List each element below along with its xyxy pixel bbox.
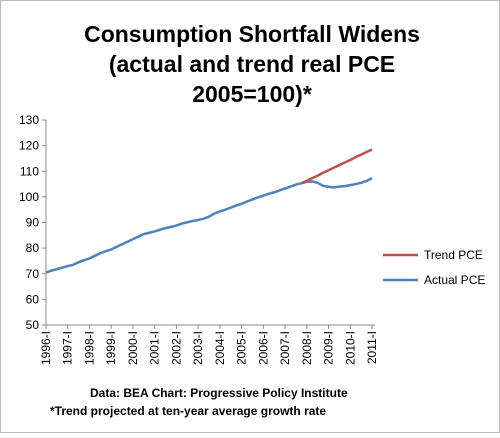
x-tick-label: 2008-I: [300, 331, 314, 365]
x-tick-label: 2010-I: [343, 331, 357, 365]
x-tick-label: 2011-I: [365, 331, 379, 364]
y-tick-label: 60: [26, 292, 40, 306]
legend-label: Actual PCE: [424, 273, 485, 287]
x-tick-label: 2001-I: [148, 331, 162, 365]
x-tick-label: 1997-I: [61, 331, 75, 365]
note: *Trend projected at ten-year average gro…: [50, 404, 326, 418]
y-tick-label: 130: [19, 113, 39, 127]
x-tick-label: 2000-I: [126, 331, 140, 365]
x-tick-label: 2005-I: [235, 331, 249, 365]
x-tick-label: 1996-I: [39, 331, 53, 365]
y-tick-label: 120: [19, 139, 39, 153]
chart-title: 2005=100)*: [192, 81, 312, 107]
chart-title: (actual and trend real PCE: [109, 51, 395, 77]
y-tick-label: 50: [26, 318, 40, 332]
y-tick-label: 100: [19, 190, 39, 204]
x-tick-label: 1998-I: [82, 331, 96, 365]
x-tick-label: 1999-I: [104, 331, 118, 365]
note: Data: BEA Chart: Progressive Policy Inst…: [90, 386, 348, 400]
x-tick-label: 2003-I: [191, 331, 205, 365]
x-tick-label: 2002-I: [169, 331, 183, 365]
x-tick-label: 2004-I: [213, 331, 227, 365]
x-tick-label: 2009-I: [322, 331, 336, 365]
y-tick-label: 70: [26, 267, 40, 281]
y-tick-label: 80: [26, 241, 40, 255]
y-tick-label: 110: [20, 164, 39, 178]
x-tick-label: 2006-I: [256, 331, 270, 365]
series-line: [300, 148, 373, 185]
chart-title: Consumption Shortfall Widens: [84, 21, 420, 47]
y-tick-label: 90: [26, 216, 40, 230]
x-tick-label: 2007-I: [278, 331, 292, 365]
legend-label: Trend PCE: [424, 248, 483, 262]
series-line: [45, 177, 373, 274]
